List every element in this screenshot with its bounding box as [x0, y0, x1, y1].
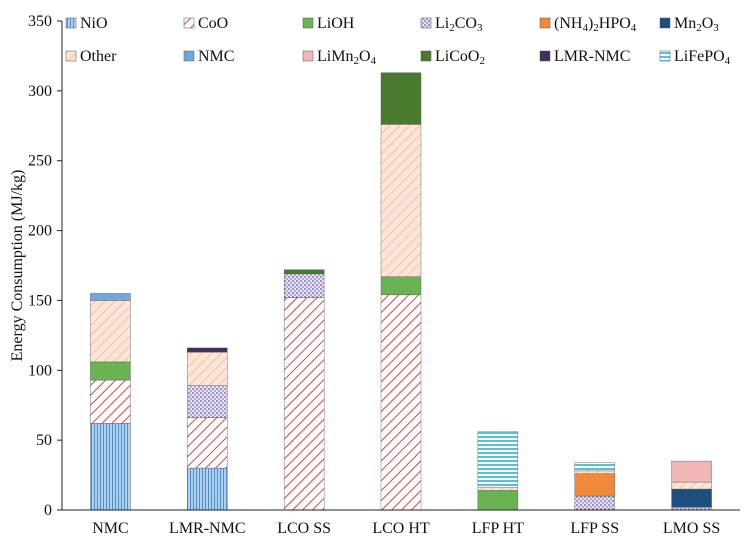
y-tick-label: 100: [28, 362, 52, 379]
legend-label: Mn2O3: [674, 15, 719, 34]
legend-label: LiMn2O4: [317, 48, 377, 67]
bar-segment-coo-lco-ss: [283, 297, 325, 511]
y-axis-title: Energy Consumption (MJ/kg): [9, 170, 26, 362]
bar-segment--nh4-2hpo4-lfp-ss: [574, 473, 615, 497]
y-tick-label: 0: [44, 502, 52, 519]
x-category-label: LFP HT: [472, 520, 525, 537]
bar-segment-licoo2-lco-ss: [283, 269, 325, 275]
legend-swatch: [420, 17, 432, 29]
legend-label: LiFePO4: [674, 48, 731, 67]
legend-swatch: [420, 50, 432, 62]
y-tick-label: 350: [28, 13, 52, 30]
legend-label: NiO: [80, 15, 108, 32]
bar-segment-mn2o3-lmo-ss: [671, 488, 712, 508]
bar-segment-lmr-nmc-lmr-nmc: [187, 347, 228, 353]
bar-segment-nmc-nmc: [90, 293, 131, 301]
bar-segment-lifepo4-lfp-ss: [574, 462, 615, 472]
x-category-labels: NMC LMR-NMC LCO SS LCO HT LFP HT LFP SS LMO SS: [92, 520, 720, 537]
legend: NiO CoO LiOH Li2CO3 (NH4)2HPO4 Mn2O3 Other NMC L…: [65, 15, 731, 67]
bar-segment-limn2o4-lmo-ss: [671, 460, 712, 483]
y-tick-label: 200: [28, 223, 52, 240]
legend-swatch: [539, 17, 551, 29]
y-tick-labels: 0 50 100 150 200 250 300 350: [28, 13, 62, 519]
legend-swatch: [659, 17, 671, 29]
legend-label: LMR-NMC: [554, 48, 630, 65]
bar-segment-nio-lmr-nmc: [187, 467, 228, 511]
bars-layer: [90, 72, 712, 511]
bar-segment-other-nmc: [90, 300, 131, 363]
x-category-label: LCO HT: [372, 520, 430, 537]
y-tick-label: 250: [28, 153, 52, 170]
bar-segment-li2co3-lco-ss: [283, 273, 325, 298]
bar-segment-coo-lmr-nmc: [187, 417, 228, 469]
legend-label: LiCoO2: [435, 48, 485, 67]
legend-label: CoO: [198, 15, 228, 32]
legend-label: LiOH: [317, 15, 355, 32]
y-tick-label: 150: [28, 292, 52, 309]
legend-label: NMC: [198, 48, 234, 65]
bar-segment-coo-lco-ht: [380, 294, 422, 511]
legend-swatch: [302, 50, 314, 62]
x-category-label: LMR-NMC: [169, 520, 245, 537]
bar-segment-licoo2-lco-ht: [380, 72, 422, 125]
legend-swatch: [183, 50, 195, 62]
bar-segment-other-lmo-ss: [671, 481, 712, 490]
bar-segment-other-lfp-ht: [477, 487, 519, 491]
bar-segment-nio-nmc: [90, 423, 131, 511]
bar-segment-li2co3-lfp-ss: [574, 495, 615, 511]
bar-segment-lioh-lco-ht: [380, 276, 422, 296]
bar-segment-li2co3-lmr-nmc: [187, 385, 228, 418]
legend-label: Li2CO3: [435, 15, 483, 34]
x-category-label: LFP SS: [570, 520, 619, 537]
bar-segment-other-lco-ht: [380, 124, 422, 277]
x-category-label: NMC: [92, 520, 128, 537]
legend-swatch: [539, 50, 551, 62]
y-tick-label: 300: [28, 83, 52, 100]
legend-swatch: [65, 50, 77, 62]
bar-segment-coo-nmc: [90, 379, 131, 424]
bar-segment-lioh-lfp-ht: [477, 490, 519, 511]
y-tick-label: 50: [36, 432, 52, 449]
legend-swatch: [65, 17, 77, 29]
bar-segment-lifepo4-lfp-ht: [477, 431, 519, 488]
bar-segment-other-lfp-ss: [574, 470, 615, 474]
legend-swatch: [183, 17, 195, 29]
legend-swatch: [302, 17, 314, 29]
bar-segment-other-lmr-nmc: [187, 351, 228, 386]
axes-layer: [61, 21, 740, 511]
legend-swatch: [659, 50, 671, 62]
x-category-label: LCO SS: [277, 520, 331, 537]
legend-label: (NH4)2HPO4: [554, 15, 637, 34]
bar-segment-lioh-nmc: [90, 361, 131, 381]
legend-label: Other: [80, 48, 117, 65]
x-category-label: LMO SS: [663, 520, 720, 537]
